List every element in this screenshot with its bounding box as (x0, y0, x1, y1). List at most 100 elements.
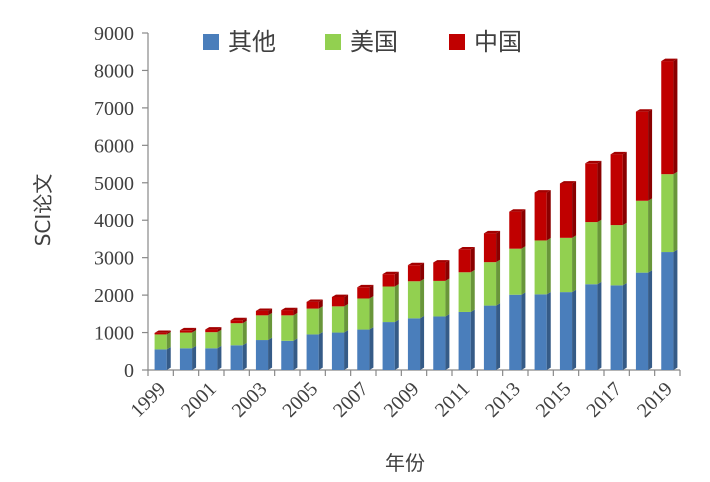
legend-swatch (449, 34, 465, 50)
x-tick-label: 2005 (278, 378, 322, 422)
bar-front (407, 265, 421, 282)
bar-stack-2001 (205, 327, 222, 370)
bar-front (534, 294, 547, 370)
bar-2013-series-2 (509, 209, 526, 249)
bars (154, 58, 678, 370)
bar-top (382, 271, 399, 275)
bar-side (166, 347, 171, 370)
x-tick-label: 2017 (582, 378, 626, 422)
bar-2007-series-0 (357, 327, 374, 370)
bar-front (483, 305, 497, 370)
bar-side (293, 312, 298, 341)
y-axis-title: SCI论文 (31, 174, 55, 247)
y-tick-label: 8000 (94, 60, 134, 82)
bar-side (394, 271, 399, 287)
bar-stack-1999 (154, 330, 171, 370)
bar-side (572, 289, 577, 370)
bar-top (433, 260, 450, 263)
bar-2012-series-1 (483, 259, 501, 306)
bar-2018-series-0 (635, 270, 653, 370)
bar-front (154, 332, 167, 335)
bar-side (394, 284, 399, 323)
bar-stack-2013 (509, 209, 526, 370)
bar-2006-series-2 (331, 294, 349, 307)
bar-side (192, 330, 197, 349)
bar-side (546, 291, 551, 370)
y-tick-label: 1000 (94, 323, 134, 345)
bar-front (433, 280, 446, 317)
bar-front (509, 211, 522, 249)
bar-top (281, 307, 298, 311)
bar-2017-series-1 (610, 222, 627, 286)
bar-front (154, 334, 167, 350)
bar-front (483, 262, 497, 306)
y-tick-label: 5000 (94, 173, 134, 195)
bar-front (534, 240, 547, 295)
bar-stack-2015 (559, 181, 577, 370)
bar-side (344, 303, 349, 333)
bar-2001-series-2 (205, 327, 222, 333)
bar-stack-2017 (610, 151, 627, 370)
bar-top (610, 151, 627, 155)
bar-stack-2018 (635, 109, 653, 370)
bar-1999-series-0 (154, 347, 171, 370)
bar-side (470, 309, 475, 370)
bar-side (445, 314, 450, 370)
bar-side (648, 109, 653, 201)
bar-side (445, 278, 450, 317)
bar-front (205, 348, 218, 370)
bar-side (166, 332, 171, 350)
bar-stack-2008 (382, 271, 399, 370)
bar-side (521, 292, 526, 370)
bar-side (394, 319, 399, 370)
bar-side (217, 345, 222, 370)
bar-front (357, 287, 370, 299)
bar-side (597, 281, 602, 370)
bar-side (344, 330, 349, 370)
bar-2009-series-1 (407, 278, 425, 319)
bar-top (483, 230, 501, 234)
x-axis: 1999 2001 2003 2005 2007 2009 2011 2013 2015 2017… (126, 369, 681, 422)
bar-side (622, 282, 627, 370)
bar-side (268, 308, 273, 316)
x-tick-label: 2019 (633, 378, 677, 422)
bar-2015-series-2 (559, 181, 577, 238)
bar-top (559, 181, 577, 184)
y-tick-label: 0 (124, 360, 134, 382)
bar-front (585, 163, 598, 223)
x-tick-label: 2007 (329, 378, 373, 422)
bar-front (661, 174, 674, 253)
y-tick-label: 4000 (94, 210, 134, 232)
bar-front (382, 286, 395, 323)
bar-1999-series-2 (154, 330, 171, 335)
bar-top (205, 327, 222, 330)
bar-front (661, 61, 674, 175)
bar-front (509, 294, 522, 370)
bar-stack-2014 (534, 190, 551, 370)
legend-label: 其他 (228, 28, 276, 56)
bar-2003-series-0 (255, 337, 273, 370)
bar-top (255, 308, 273, 311)
bar-2016-series-1 (585, 219, 602, 285)
bar-top (306, 299, 323, 302)
bar-front (458, 272, 471, 312)
bar-side (369, 327, 374, 370)
bar-front (357, 298, 370, 330)
bar-front (635, 200, 649, 273)
legend-item-1: 美国 (325, 28, 398, 56)
bar-side (192, 327, 197, 333)
bar-side (268, 337, 273, 370)
bar-2009-series-0 (407, 315, 425, 370)
bar-front (230, 323, 243, 346)
bar-side (597, 219, 602, 285)
bar-side (648, 198, 653, 273)
bar-stack-2006 (331, 294, 349, 370)
legend-label: 美国 (350, 28, 398, 56)
bar-front (661, 252, 674, 370)
bar-side (242, 317, 247, 324)
bar-2012-series-2 (483, 230, 501, 263)
bar-front (610, 225, 623, 286)
bar-top (154, 330, 171, 333)
bar-front (382, 274, 395, 287)
